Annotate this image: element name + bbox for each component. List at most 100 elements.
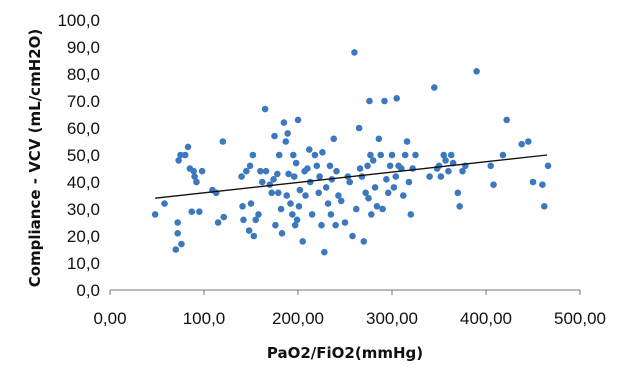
x-tick-label: 100,0: [183, 309, 226, 328]
data-point: [212, 189, 220, 197]
data-point: [358, 173, 366, 180]
data-point: [220, 213, 228, 221]
data-point: [214, 219, 222, 226]
data-point: [364, 162, 371, 170]
data-point: [529, 178, 537, 186]
data-point: [316, 173, 323, 180]
data-point: [456, 203, 463, 210]
y-tick-label: 80,0: [67, 65, 100, 84]
data-point: [184, 143, 192, 151]
x-tick-label: 400,00: [460, 309, 512, 328]
data-point: [172, 246, 180, 253]
data-point: [239, 203, 246, 210]
data-point: [403, 138, 411, 145]
data-point: [287, 200, 294, 207]
data-point: [293, 216, 301, 224]
data-point: [285, 170, 292, 178]
data-point: [544, 162, 552, 170]
data-point: [405, 178, 413, 186]
data-point: [399, 192, 407, 199]
data-point: [294, 116, 302, 124]
data-point: [255, 211, 262, 218]
data-point: [257, 167, 264, 175]
data-point: [268, 189, 275, 197]
data-point: [473, 68, 480, 75]
data-point: [447, 151, 455, 159]
data-point: [219, 138, 227, 145]
data-point: [388, 151, 396, 159]
y-tick-label: 40,0: [67, 173, 100, 192]
data-point: [178, 240, 185, 248]
data-point: [243, 167, 250, 175]
x-axis-title: PaO2/FiO2(mmHg): [267, 344, 423, 362]
data-point: [181, 151, 189, 159]
x-tick-label: 0,00: [93, 309, 126, 328]
data-point: [302, 192, 309, 199]
data-point: [289, 211, 296, 218]
data-point: [177, 151, 184, 159]
data-point: [296, 186, 304, 194]
data-point: [366, 97, 373, 105]
data-point: [271, 132, 278, 140]
data-point: [499, 151, 507, 159]
data-point: [270, 176, 277, 183]
y-tick-label: 10,0: [67, 254, 100, 273]
data-point: [283, 192, 291, 199]
data-point: [539, 181, 546, 188]
y-tick-label: 50,0: [67, 146, 100, 165]
data-point: [321, 248, 328, 256]
y-tick-label: 90,0: [67, 38, 100, 57]
data-point: [355, 124, 363, 132]
data-point: [198, 167, 206, 175]
x-tick-label: 500,00: [554, 309, 606, 328]
data-point: [295, 203, 303, 210]
data-point: [352, 205, 360, 213]
data-point: [174, 219, 181, 226]
data-point: [282, 138, 290, 145]
data-point: [290, 151, 297, 159]
data-point: [250, 232, 258, 240]
x-tick-label: 300,00: [366, 309, 418, 328]
data-point: [503, 116, 510, 124]
data-point: [311, 151, 319, 159]
data-point: [365, 194, 372, 202]
data-point: [437, 173, 445, 180]
data-point: [390, 184, 398, 191]
data-point: [319, 149, 326, 156]
x-tick-label: 200,00: [272, 309, 324, 328]
data-point: [274, 170, 281, 178]
data-point: [261, 105, 269, 113]
data-point: [367, 151, 374, 159]
data-point: [277, 205, 285, 213]
data-point: [278, 230, 286, 237]
data-point: [246, 162, 254, 170]
data-point: [196, 208, 203, 215]
data-point: [190, 167, 197, 175]
data-point: [272, 221, 279, 229]
data-point: [308, 211, 316, 218]
data-point: [330, 135, 338, 143]
data-point: [454, 189, 462, 197]
data-point: [412, 151, 419, 159]
y-tick-label: 20,0: [67, 227, 100, 246]
data-point: [362, 189, 369, 197]
data-point: [326, 162, 334, 170]
data-point: [191, 173, 198, 180]
data-point: [175, 157, 182, 164]
data-point: [393, 95, 401, 102]
data-point: [305, 146, 313, 153]
data-point: [525, 138, 532, 145]
data-point: [375, 135, 383, 143]
data-point: [431, 84, 438, 91]
data-point: [238, 173, 245, 180]
data-point: [245, 227, 253, 234]
data-point: [292, 159, 300, 167]
data-point: [401, 151, 409, 159]
y-tick-label: 70.0: [67, 92, 100, 111]
data-point: [151, 211, 159, 218]
data-point: [384, 189, 392, 197]
data-point: [337, 197, 345, 205]
y-tick-label: 60,0: [67, 119, 100, 138]
data-point: [188, 208, 196, 215]
data-point: [369, 157, 377, 164]
